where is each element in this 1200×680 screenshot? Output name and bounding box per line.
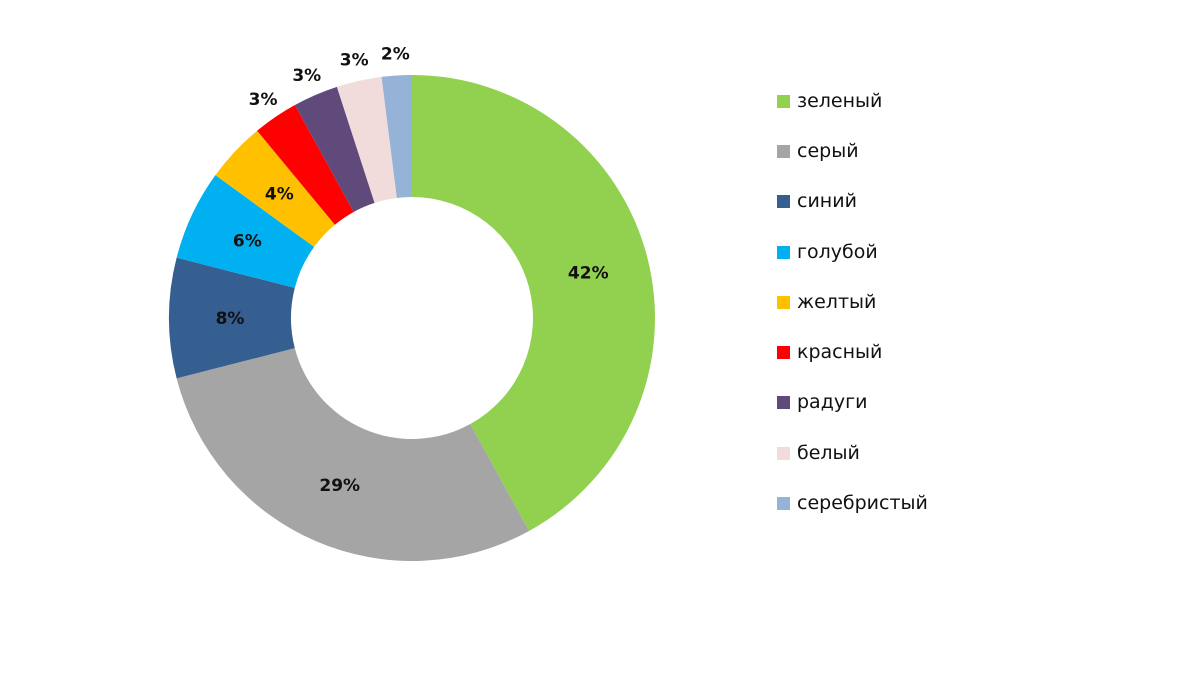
legend-label: красный: [797, 341, 883, 364]
legend-label: голубой: [797, 240, 878, 263]
legend-label: серебристый: [797, 492, 928, 515]
legend-label: синий: [797, 190, 857, 213]
legend-label: зеленый: [797, 89, 883, 112]
legend-swatch-icon: [777, 446, 790, 460]
legend-item: желтый: [777, 277, 928, 327]
slice-percent-label: 42%: [568, 264, 609, 284]
legend-swatch-icon: [777, 94, 790, 108]
legend-label: серый: [797, 139, 859, 162]
slice-percent-label: 2%: [381, 45, 410, 65]
donut-slice: [176, 348, 530, 561]
legend-swatch-icon: [777, 497, 790, 511]
donut-slice: [215, 130, 335, 247]
legend-item: радуги: [777, 378, 928, 428]
chart-legend: зеленый серый синий голубой желтый красн…: [777, 76, 928, 529]
donut-slice-labels: 42% 29% 8% 6% 4% 3% 3% 3% 2%: [216, 45, 609, 497]
legend-item: голубой: [777, 227, 928, 277]
slice-percent-label: 3%: [340, 50, 369, 70]
legend-swatch-icon: [777, 195, 790, 209]
legend-swatch-icon: [777, 245, 790, 259]
legend-item: зеленый: [777, 76, 928, 126]
donut-slice: [336, 76, 397, 203]
donut-slice: [381, 75, 412, 198]
slice-percent-label: 3%: [249, 90, 278, 110]
legend-item: красный: [777, 327, 928, 377]
donut-slice: [176, 175, 315, 288]
legend-item: серебристый: [777, 478, 928, 528]
slice-percent-label: 8%: [216, 309, 245, 329]
slice-percent-label: 4%: [265, 184, 294, 204]
slice-percent-label: 29%: [319, 476, 360, 496]
legend-label: радуги: [797, 391, 868, 414]
legend-label: желтый: [797, 290, 877, 313]
legend-swatch-icon: [777, 396, 790, 410]
slice-percent-label: 6%: [233, 232, 262, 252]
donut-slice: [294, 86, 375, 212]
legend-swatch-icon: [777, 346, 790, 360]
donut-slice: [168, 257, 295, 379]
donut-slice: [257, 105, 354, 225]
legend-item: белый: [777, 428, 928, 478]
donut-slice: [412, 75, 655, 531]
legend-swatch-icon: [777, 144, 790, 158]
legend-item: синий: [777, 177, 928, 227]
slice-percent-label: 3%: [292, 66, 321, 86]
legend-item: серый: [777, 126, 928, 176]
legend-swatch-icon: [777, 295, 790, 309]
donut-slices: [168, 75, 655, 561]
legend-label: белый: [797, 441, 860, 464]
